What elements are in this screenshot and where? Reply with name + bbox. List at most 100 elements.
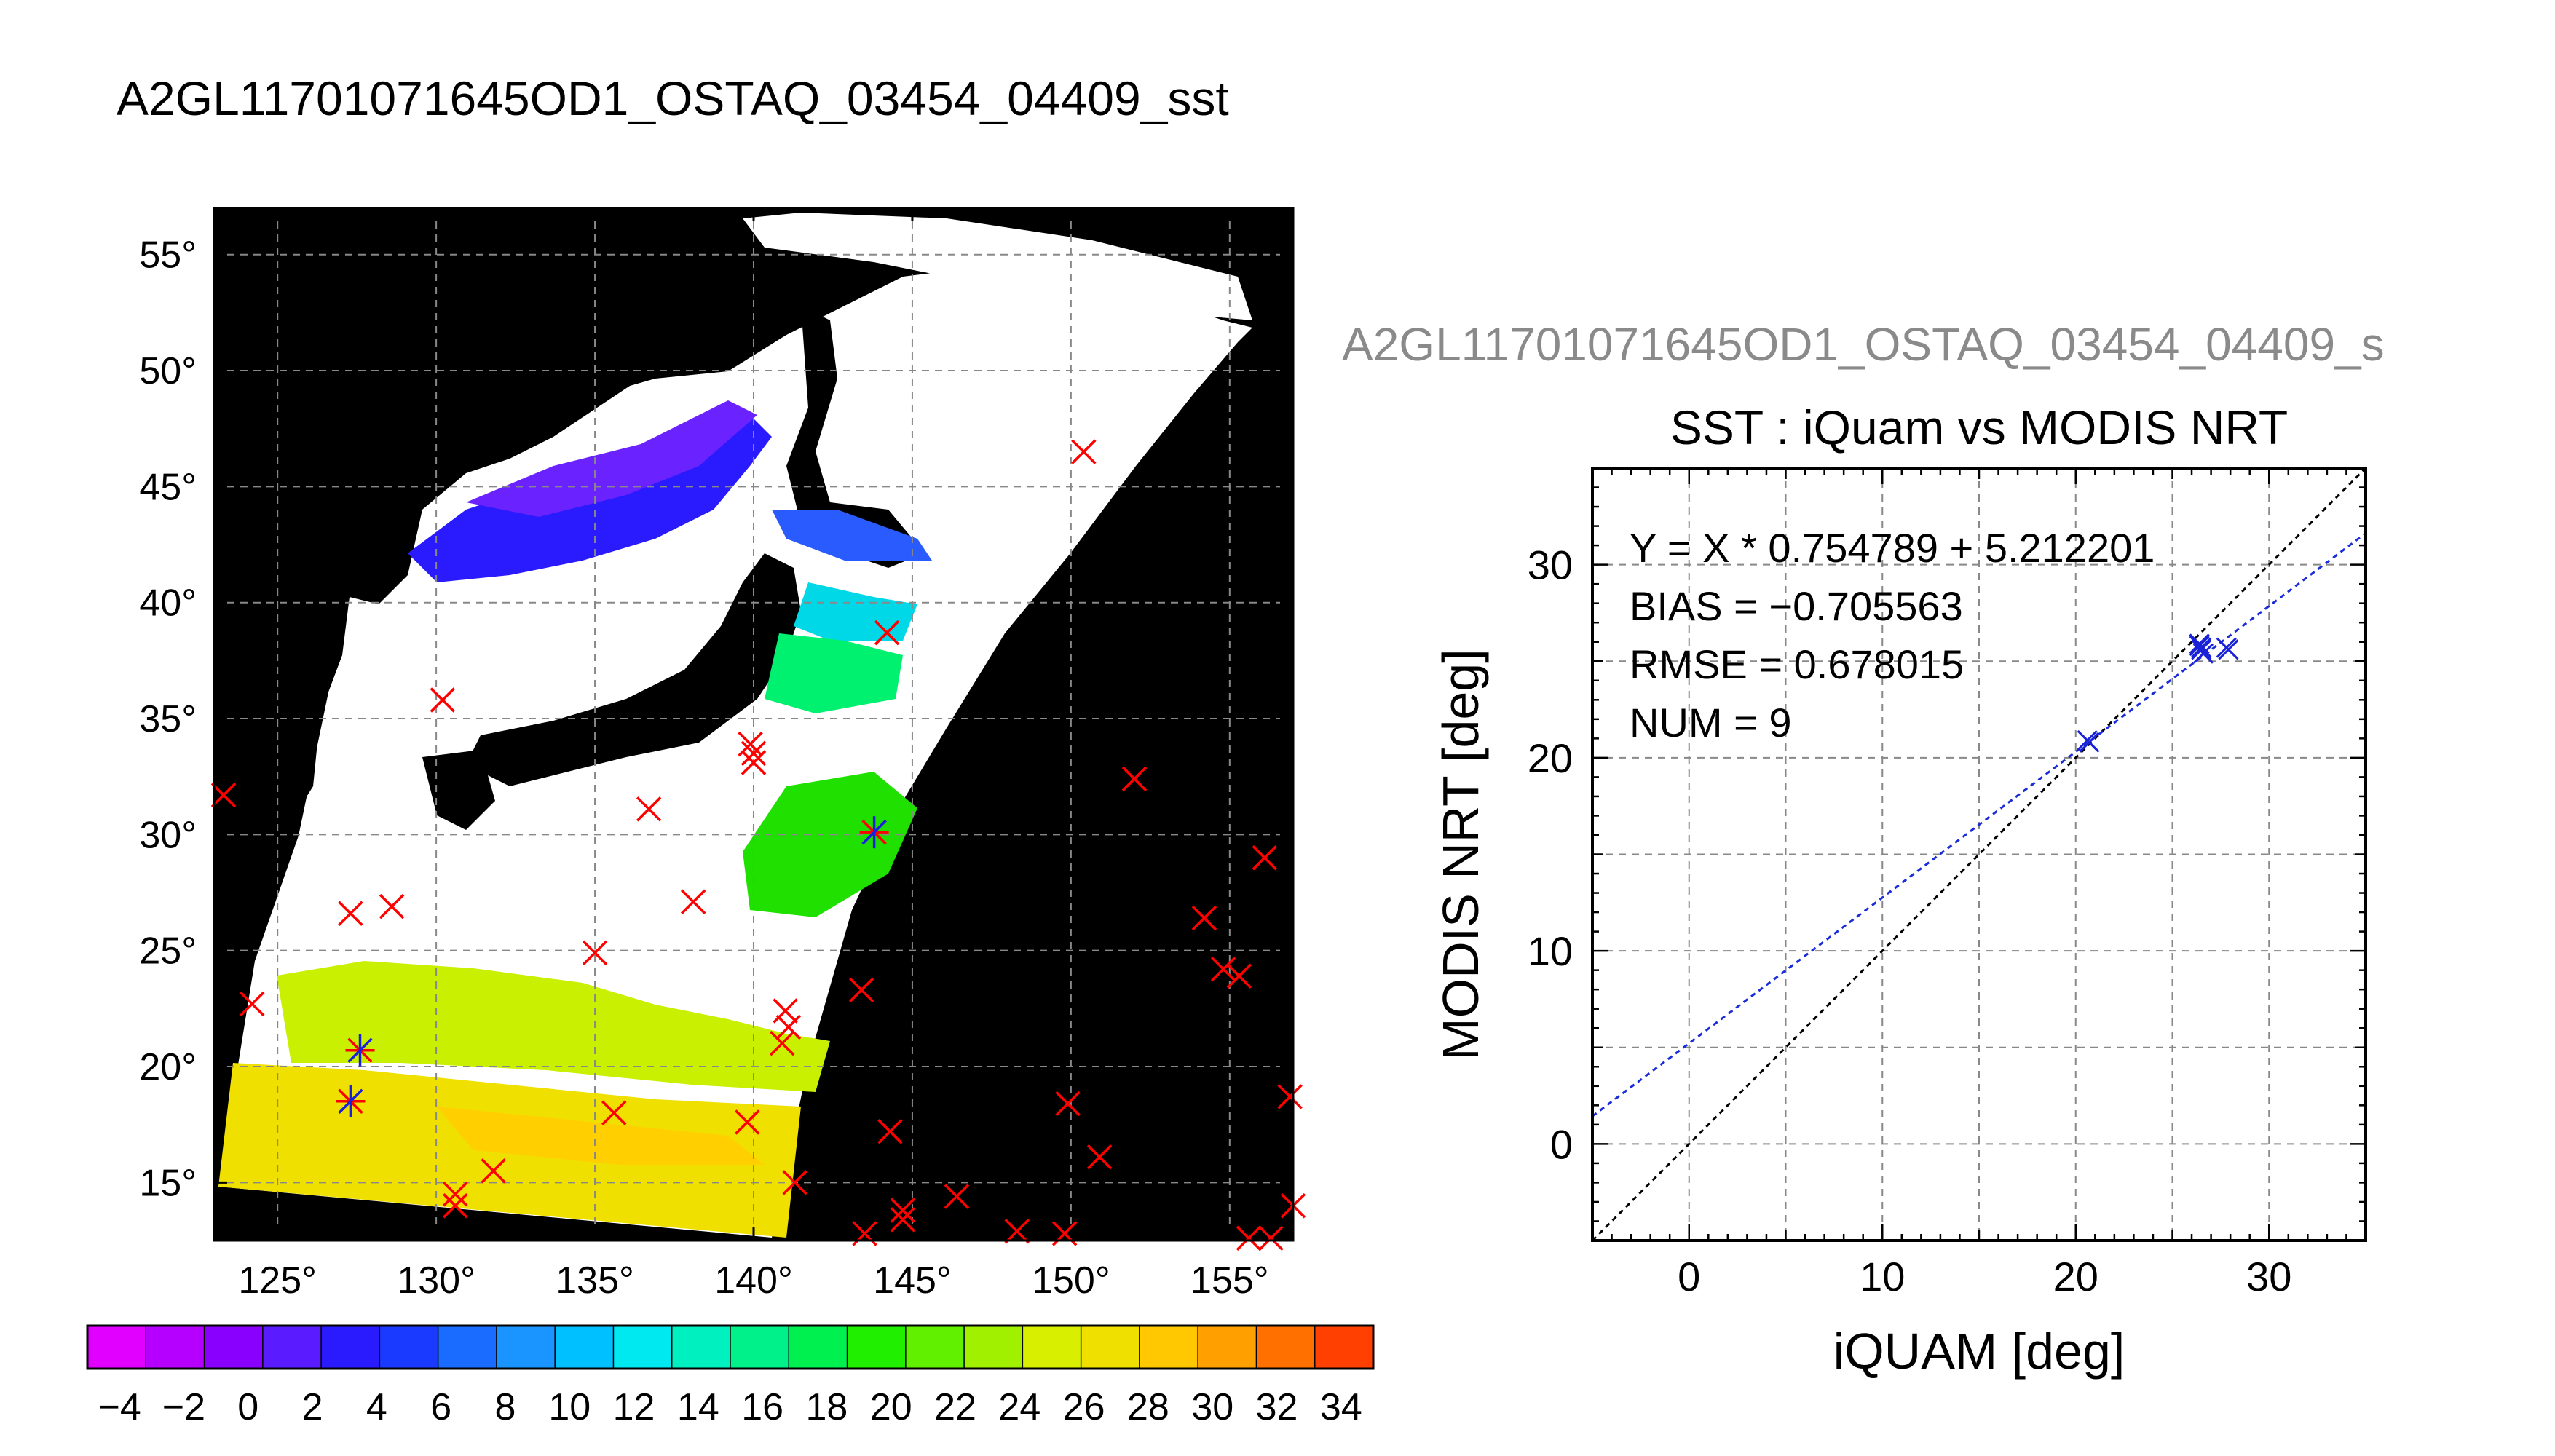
scatter-x-tick-label: 10 [1860,1254,1905,1299]
iquam-point [890,1207,916,1233]
iquam-point [680,889,706,915]
iquam-point [890,1198,916,1223]
iquam-point-b [848,977,874,1003]
iquam-point [430,687,456,713]
iquam-point [944,1184,970,1209]
iquam-point-b [1055,1091,1081,1117]
colorbar-swatch [1314,1325,1375,1369]
colorbar-swatch [379,1325,439,1369]
scatter-x-tick-label: 30 [2246,1254,2291,1299]
colorbar-swatch [437,1325,498,1369]
iquam-point [1210,956,1236,982]
scatter-stat-line: RMSE = 0.678015 [1630,641,1964,687]
colorbar-tick-label: 8 [494,1386,516,1428]
colorbar-tick-label: 32 [1256,1386,1298,1428]
iquam-point-b [1121,766,1148,792]
colorbar-tick-label: 18 [806,1386,848,1428]
colorbar-swatch [1022,1325,1082,1369]
colorbar-swatch [496,1325,556,1369]
iquam-point [443,1192,468,1219]
iquam-point [877,1118,903,1144]
iquam-point [1086,1144,1113,1170]
iquam-point-b [443,1182,468,1207]
colorbar-swatch [1197,1325,1257,1369]
honshu-land [466,553,801,786]
map-x-tick-label: 140° [714,1259,793,1302]
iquam-point-b [240,991,265,1017]
colorbar-swatch [905,1325,965,1369]
asia-land [214,208,735,859]
colorbar-swatch [1080,1325,1141,1369]
map-x-tick-label: 130° [397,1259,475,1302]
sst-patch-warm3 [437,1107,765,1165]
iquam-point-b [1071,439,1097,464]
map-y-tick-label: 30° [139,814,197,856]
colorbar-swatch [203,1325,264,1369]
iquam-point-b [582,940,608,966]
colorbar-swatch [846,1325,907,1369]
scatter-y-tick-label: 20 [1528,735,1573,781]
iquam-point [443,1182,468,1207]
map-y-tick-label: 25° [139,930,197,973]
colorbar-tick-label: 30 [1191,1386,1233,1428]
scatter-y-tick-labels: 0 10 20 30 [1528,542,1573,1168]
map-x-tick-label: 125° [238,1259,317,1302]
matched-point [859,816,889,849]
matched-point [336,1085,366,1117]
sst-scatter-panel: SST : iQuam vs MODIS NRT 0 10 20 30 0 10 20 30… [1432,400,2367,1380]
iquam-point [481,1158,506,1184]
sst-patch-north [772,510,932,561]
scatter-x-tick-labels: 0 10 20 30 [1678,1254,2291,1299]
map-y-tick-labels: 15° 20° 25° 30° 35° 40° 45° 50° 55° [139,234,197,1205]
colorbar-swatch [145,1325,205,1369]
scatter-point-b [2191,639,2212,660]
iquam-point-b [874,620,900,646]
colorbar: −4 −2 0 2 4 6 8 10 12 14 16 18 20 22 24 26 28 30 32 34 [86,1324,1375,1428]
iquam-point-b [741,740,767,767]
colorbar-tick-label: 6 [430,1386,451,1428]
colorbar-tick-label: −4 [98,1386,141,1428]
iquam-point [848,977,874,1003]
scatter-x-axis-label: iQUAM [deg] [1833,1323,2125,1380]
iquam-point-b [1004,1219,1030,1244]
scatter-point [2191,639,2212,660]
sst-patch-coldest [466,400,757,517]
iquam-point-b [1252,844,1278,871]
colorbar-swatch [671,1325,732,1369]
colorbar-swatch [262,1325,323,1369]
iquam-point [1236,1225,1262,1251]
scatter-super-title: A2GL11701071645OD1_OSTAQ_03454_04409_s [1342,318,2385,371]
colorbar-swatch [788,1325,848,1369]
iquam-point [741,740,767,767]
iquam-point [338,901,363,926]
iquam-point [741,750,767,775]
iquam-point-b [1191,905,1217,931]
matched-point [345,1034,375,1067]
colorbar-tick-label: 28 [1127,1386,1169,1428]
iquam-point-b [636,796,662,822]
iquam-point [775,1014,802,1040]
sst-patch-green1 [765,633,903,713]
scatter-y-tick-label: 10 [1528,928,1573,974]
iquam-point-b [601,1100,627,1125]
iquam-point-b [379,893,405,919]
iquam-point-b [741,750,767,775]
scatter-frame [1591,467,2367,1242]
regression-line [1592,532,2366,1117]
iquam-point-b [1226,963,1252,989]
iquam-point [1252,844,1278,871]
scatter-point-b [2218,639,2239,660]
iquam-point [1055,1091,1081,1117]
map-x-tick-labels: 125° 130° 135° 140° 145° 150° 155° [238,1259,1268,1302]
scatter-y-tick-label: 0 [1550,1121,1573,1167]
scatter-stat-line: Y = X * 0.754789 + 5.212201 [1630,525,2155,571]
colorbar-tick-label: 20 [870,1386,912,1428]
iquam-point-b [481,1158,506,1184]
colorbar-swatch [554,1325,615,1369]
scatter-point-b [2192,643,2214,664]
iquam-point [782,1170,807,1195]
colorbar-tick-label: 22 [934,1386,976,1428]
iquam-point [1226,963,1252,989]
scatter-title: SST : iQuam vs MODIS NRT [1670,400,2288,454]
iquam-point [1258,1225,1284,1251]
